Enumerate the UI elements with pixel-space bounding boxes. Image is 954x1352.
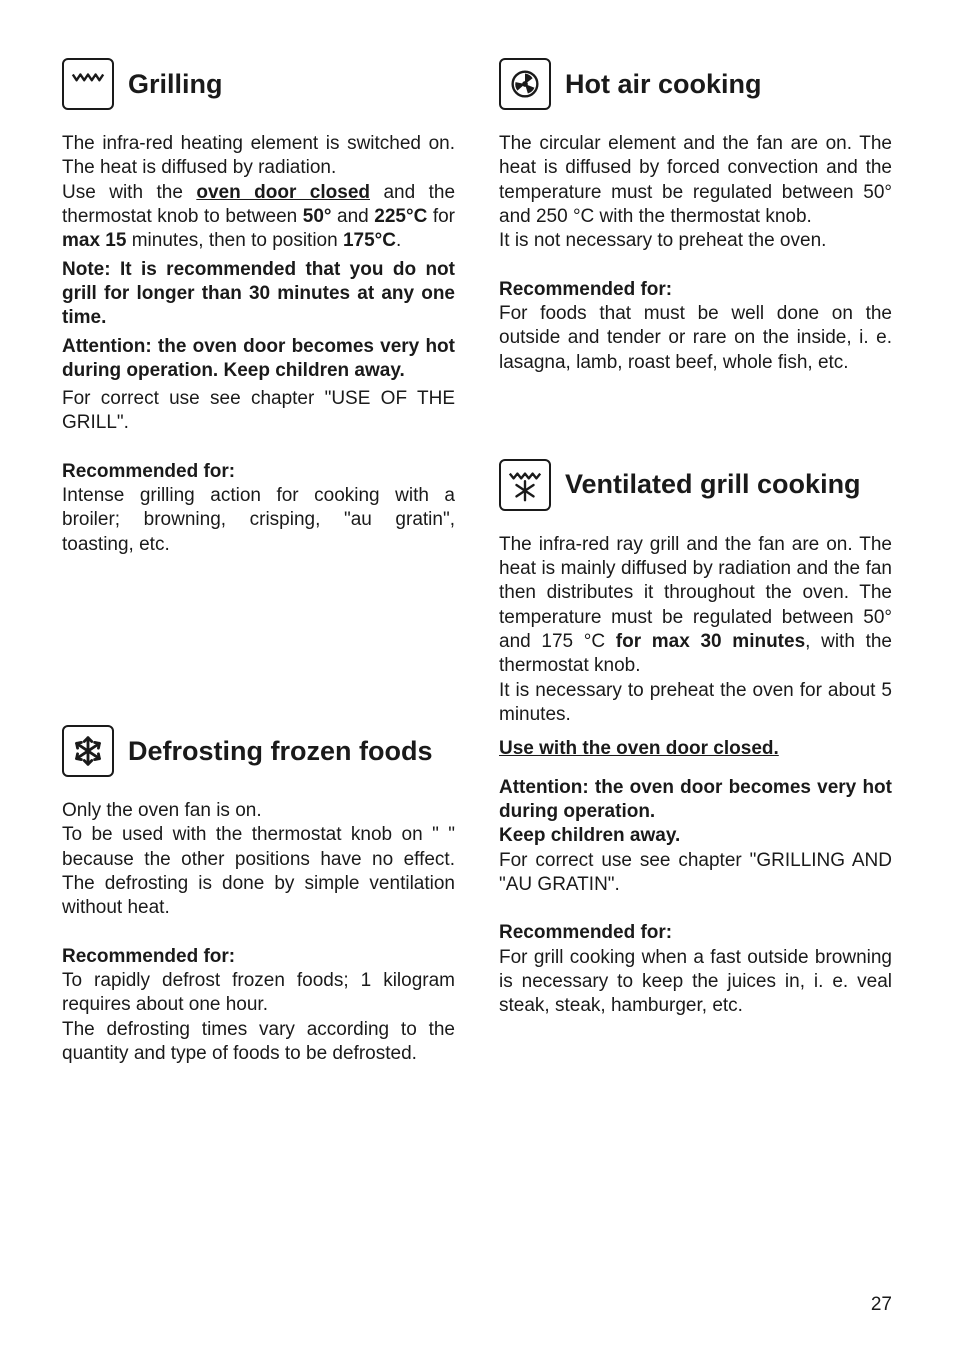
vent-p1: The infra-red ray grill and the fan are … [499, 533, 892, 679]
defrost-rec2: The defrosting times vary according to t… [62, 1018, 455, 1067]
vent-header: Ventilated grill cooking [499, 459, 892, 511]
grilling-attention: Attention: the oven door becomes very ho… [62, 335, 455, 384]
grilling-header: Grilling [62, 58, 455, 110]
vent-attn1: Attention: the oven door becomes very ho… [499, 776, 892, 825]
grilling-note: Note: It is recommended that you do not … [62, 258, 455, 331]
defrost-icon [62, 725, 114, 777]
vent-use-closed: Use with the oven door closed. [499, 737, 892, 761]
hotair-p1: The circular element and the fan are on.… [499, 132, 892, 229]
defrost-title: Defrosting frozen foods [128, 736, 433, 767]
grill-icon [62, 58, 114, 110]
defrost-p1: Only the oven fan is on. [62, 799, 455, 823]
left-column: Grilling The infra-red heating element i… [62, 58, 455, 1106]
vent-attn2: Keep children away. [499, 824, 892, 848]
page-number: 27 [871, 1294, 892, 1316]
grilling-rec: Intense grilling action for cooking with… [62, 484, 455, 557]
hotair-rec-heading: Recommended for: [499, 278, 892, 302]
grilling-rec-heading: Recommended for: [62, 460, 455, 484]
vent-use: For correct use see chapter "GRILLING AN… [499, 849, 892, 898]
defrost-rec-heading: Recommended for: [62, 945, 455, 969]
defrost-section: Defrosting frozen foods Only the oven fa… [62, 725, 455, 1066]
defrost-rec1: To rapidly defrost frozen foods; 1 kilog… [62, 969, 455, 1018]
vent-p2: It is necessary to preheat the oven for … [499, 679, 892, 728]
grilling-section: Grilling The infra-red heating element i… [62, 58, 455, 557]
hotair-section: Hot air cooking The circular element and… [499, 58, 892, 375]
hotair-title: Hot air cooking [565, 69, 762, 100]
vent-section: Ventilated grill cooking The infra-red r… [499, 459, 892, 1019]
hotair-icon [499, 58, 551, 110]
vent-title: Ventilated grill cooking [565, 469, 861, 500]
defrost-p2: To be used with the thermostat knob on "… [62, 823, 455, 920]
vent-rec: For grill cooking when a fast outside br… [499, 946, 892, 1019]
vent-rec-heading: Recommended for: [499, 921, 892, 945]
grilling-body: The infra-red heating element is switche… [62, 132, 455, 254]
hotair-rec: For foods that must be well done on the … [499, 302, 892, 375]
right-column: Hot air cooking The circular element and… [499, 58, 892, 1106]
hotair-header: Hot air cooking [499, 58, 892, 110]
grilling-use: For correct use see chapter "USE OF THE … [62, 387, 455, 436]
columns: Grilling The infra-red heating element i… [62, 58, 892, 1106]
defrost-header: Defrosting frozen foods [62, 725, 455, 777]
vent-grill-icon [499, 459, 551, 511]
hotair-p2: It is not necessary to preheat the oven. [499, 229, 892, 253]
page: Grilling The infra-red heating element i… [0, 0, 954, 1352]
grilling-title: Grilling [128, 69, 223, 100]
